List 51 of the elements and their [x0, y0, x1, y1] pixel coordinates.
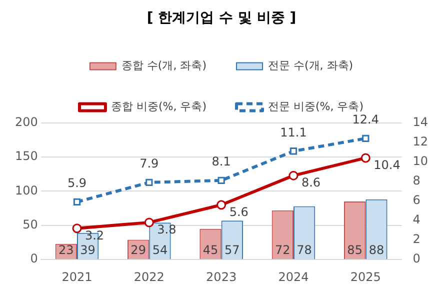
data-label: 12.4: [352, 112, 380, 127]
data-label: 54: [152, 243, 168, 258]
y-tick-label: 0: [30, 252, 38, 266]
data-label: 5.6: [229, 205, 248, 220]
y-tick-label: 200: [15, 114, 38, 129]
point: [72, 224, 82, 234]
point: [216, 200, 226, 210]
y2-tick-label: 0: [412, 252, 420, 266]
point: [144, 218, 154, 228]
data-label: 8.1: [212, 154, 231, 169]
data-label: 85: [347, 243, 362, 258]
data-label: 11.1: [280, 125, 307, 140]
point: [290, 148, 298, 155]
y2-tick-label: 4: [412, 212, 420, 227]
y2-tick-label: 14: [412, 114, 428, 129]
x-tick-label: 2024: [278, 270, 309, 284]
data-label: 39: [80, 243, 96, 258]
point: [218, 176, 225, 184]
y-tick-label: 150: [15, 149, 38, 164]
data-label: 88: [368, 243, 384, 258]
y2-tick-label: 2: [412, 232, 420, 246]
y-tick-label: 100: [15, 183, 38, 198]
point: [360, 153, 370, 163]
data-label: 23: [58, 243, 74, 258]
data-label: 8.6: [301, 176, 321, 190]
x-tick-label: 2021: [62, 270, 92, 284]
y2-tick-label: 12: [412, 134, 428, 148]
data-label: 5.9: [67, 176, 87, 190]
data-label: 57: [224, 243, 240, 258]
point: [362, 134, 370, 142]
data-label: 10.4: [374, 158, 400, 172]
data-label: 45: [202, 243, 218, 258]
legend-label: 종합 비중(%, 우축): [110, 100, 207, 114]
y2-tick-label: 8: [412, 174, 420, 188]
y2-tick-label: 6: [412, 193, 420, 208]
chart-title: [ 한계기업 수 및 비중 ]: [146, 10, 296, 26]
legend-label: 종합 수(개, 좌축): [121, 59, 207, 72]
x-tick-label: 2025: [350, 270, 381, 284]
x-tick-label: 2022: [134, 270, 164, 284]
legend-label: 전문 비중(%, 우축): [268, 100, 364, 114]
y-tick-label: 50: [22, 218, 38, 232]
legend-label: 전문 수(개, 좌축): [268, 59, 354, 72]
point: [146, 178, 153, 186]
point: [288, 170, 298, 180]
data-label: 72: [275, 243, 290, 258]
data-label: 7.9: [140, 156, 159, 171]
x-tick-label: 2023: [206, 270, 237, 284]
data-label: 29: [130, 243, 146, 258]
point: [73, 198, 81, 206]
data-label: 78: [296, 243, 312, 258]
y2-tick-label: 10: [412, 154, 428, 168]
